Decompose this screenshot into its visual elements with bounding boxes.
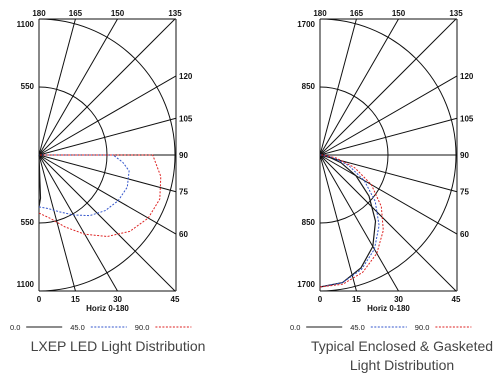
spoke-15 [319, 154, 357, 292]
x-axis-label: Horiz 0-180 [367, 304, 410, 313]
angle-label-105: 105 [460, 114, 474, 123]
legend: 0.0 45.0 90.0 [290, 323, 472, 332]
tick-labels: 180 165 150 135 120 105 90 75 60 0 15 30 45 Horiz 0-1… [297, 9, 474, 313]
angle-label-90: 90 [460, 151, 469, 160]
angle-label-135: 135 [449, 9, 463, 18]
spoke-105 [319, 117, 458, 156]
angle-label-180: 180 [32, 9, 46, 18]
angle-label-30: 30 [113, 295, 122, 304]
tick-labels: 180 165 150 135 120 105 90 75 60 0 15 30 45 Horiz 0-1… [17, 9, 193, 313]
spoke-75 [319, 154, 458, 193]
angle-label-165: 165 [69, 9, 83, 18]
enclosed-gasketed-polar-chart: 180 165 150 135 120 105 90 75 60 0 15 30 45 Horiz 0-1… [290, 9, 493, 373]
spoke-120 [38, 75, 177, 156]
spoke-150 [319, 18, 399, 156]
legend-label-0-0: 0.0 [290, 323, 300, 332]
angle-label-150: 150 [392, 9, 406, 18]
spoke-15 [38, 154, 76, 292]
intensity-label-top-outer: 1700 [297, 20, 315, 29]
angle-label-60: 60 [179, 230, 188, 239]
caption-layer: Typical Enclosed & Gasketed Light Distrib… [311, 338, 493, 373]
angle-label-120: 120 [179, 72, 193, 81]
spoke-135 [38, 18, 176, 156]
angle-label-105: 105 [179, 114, 193, 123]
caption-layer: LXEP LED Light Distribution [31, 338, 206, 354]
spoke-165 [38, 18, 76, 156]
angle-label-0: 0 [318, 295, 323, 304]
spoke-120 [319, 75, 458, 156]
spoke-30 [38, 154, 118, 292]
angle-label-15: 15 [352, 295, 361, 304]
legend: 0.0 45.0 90.0 [10, 323, 192, 332]
series-layer [319, 154, 384, 288]
spoke-45 [319, 154, 457, 292]
spoke-30 [319, 154, 399, 292]
series-0-0-curve [38, 154, 42, 208]
chart-caption-line-1: Typical Enclosed & Gasketed [311, 338, 493, 354]
angle-label-150: 150 [111, 9, 125, 18]
spoke-150 [38, 18, 118, 156]
angle-label-45: 45 [452, 295, 461, 304]
intensity-label-bottom-inner: 550 [21, 218, 35, 227]
angle-label-45: 45 [171, 295, 180, 304]
angle-label-120: 120 [460, 72, 474, 81]
intensity-label-top-inner: 850 [302, 82, 316, 91]
spoke-75 [38, 154, 177, 193]
chart-caption-line-2: Light Distribution [350, 357, 454, 373]
spoke-60 [38, 154, 177, 235]
legend-label-90-0: 90.0 [135, 323, 150, 332]
angle-label-75: 75 [179, 188, 188, 197]
intensity-label-bottom-inner: 850 [302, 218, 316, 227]
angle-label-180: 180 [313, 9, 327, 18]
series-0-0-curve [319, 154, 377, 288]
spoke-45 [38, 154, 176, 292]
angle-label-15: 15 [71, 295, 80, 304]
legend-label-0-0: 0.0 [10, 323, 20, 332]
angle-label-165: 165 [350, 9, 364, 18]
series-90-0-curve [319, 154, 384, 288]
series-layer [38, 154, 162, 238]
intensity-label-bottom-outer: 1100 [17, 280, 35, 289]
spoke-60 [319, 154, 458, 235]
angle-label-75: 75 [460, 188, 469, 197]
angle-label-60: 60 [460, 230, 469, 239]
spoke-105 [38, 117, 177, 156]
legend-label-45-0: 45.0 [350, 323, 365, 332]
spoke-135 [319, 18, 457, 156]
polar-grid [319, 18, 458, 292]
angle-label-135: 135 [168, 9, 182, 18]
series-45-0-curve [38, 154, 130, 217]
intensity-label-top-inner: 550 [21, 82, 35, 91]
intensity-label-top-outer: 1100 [17, 20, 35, 29]
angle-label-90: 90 [179, 151, 188, 160]
angle-label-30: 30 [394, 295, 403, 304]
legend-label-45-0: 45.0 [70, 323, 85, 332]
series-90-0-curve [38, 154, 162, 238]
intensity-label-bottom-outer: 1700 [297, 280, 315, 289]
chart-caption-line-1: LXEP LED Light Distribution [31, 338, 206, 354]
angle-label-0: 0 [37, 295, 42, 304]
spoke-165 [319, 18, 357, 156]
lxep-polar-chart: 180 165 150 135 120 105 90 75 60 0 15 30 45 Horiz 0-1… [10, 9, 205, 354]
x-axis-label: Horiz 0-180 [86, 304, 129, 313]
legend-label-90-0: 90.0 [415, 323, 430, 332]
